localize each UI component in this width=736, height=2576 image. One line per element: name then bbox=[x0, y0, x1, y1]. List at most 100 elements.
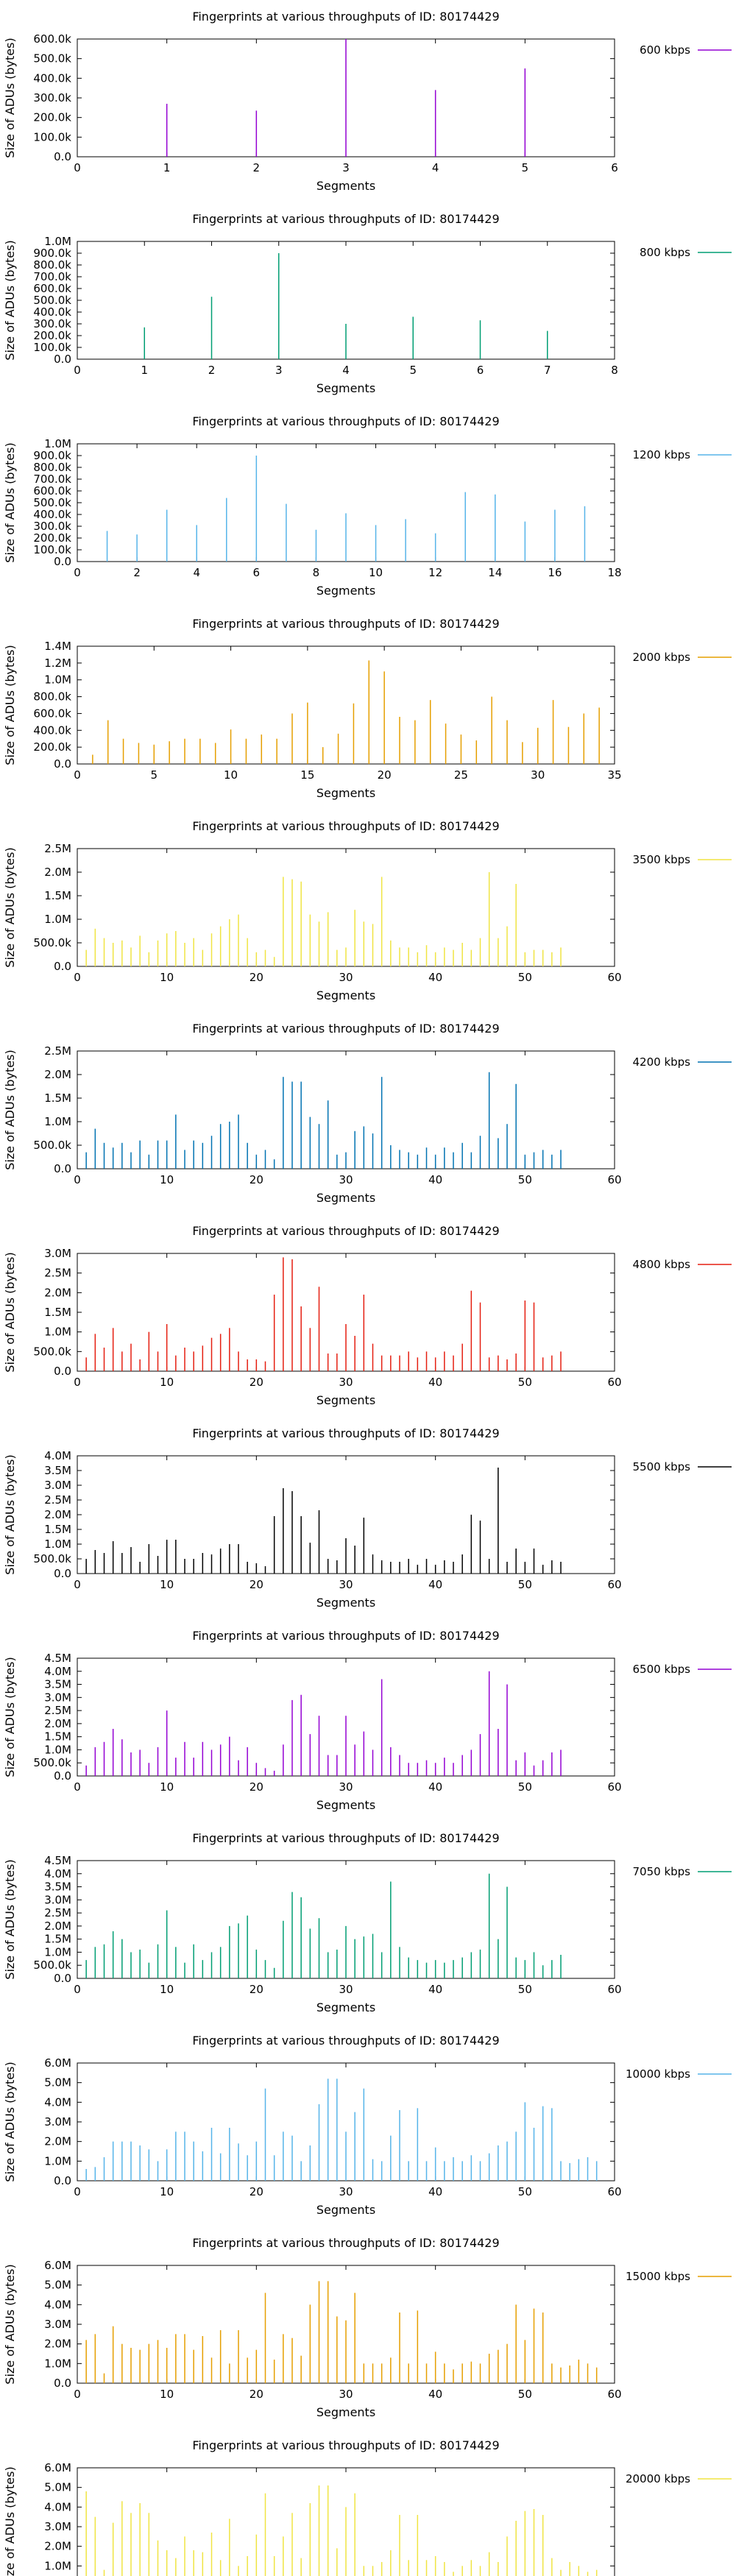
y-tick-label: 1.5M bbox=[44, 1091, 71, 1105]
legend-label: 5500 kbps bbox=[633, 1460, 691, 1473]
legend-label: 3500 kbps bbox=[633, 853, 691, 866]
chart-title: Fingerprints at various throughputs of I… bbox=[192, 819, 499, 833]
x-tick-label: 60 bbox=[607, 1173, 621, 1186]
y-tick-label: 300.0k bbox=[33, 520, 71, 533]
y-tick-label: 1.0M bbox=[44, 913, 71, 926]
x-tick-label: 0 bbox=[74, 768, 81, 782]
chart-title: Fingerprints at various throughputs of I… bbox=[192, 212, 499, 226]
x-tick-label: 40 bbox=[428, 1173, 442, 1186]
y-tick-label: 500.0k bbox=[33, 52, 71, 66]
x-tick-label: 0 bbox=[74, 1780, 81, 1794]
x-tick-label: 0 bbox=[74, 161, 81, 174]
x-tick-label: 5 bbox=[522, 161, 529, 174]
y-tick-label: 5.0M bbox=[44, 2076, 71, 2090]
y-tick-label: 1.5M bbox=[44, 1730, 71, 1744]
x-tick-label: 4 bbox=[432, 161, 439, 174]
x-tick-label: 10 bbox=[160, 971, 174, 984]
x-tick-label: 4 bbox=[193, 566, 200, 579]
y-tick-label: 0.0 bbox=[54, 150, 71, 163]
x-tick-label: 20 bbox=[250, 1376, 263, 1389]
x-tick-label: 10 bbox=[160, 1173, 174, 1186]
chart-panel: Fingerprints at various throughputs of I… bbox=[3, 1831, 732, 2014]
y-tick-label: 4.0M bbox=[44, 2298, 71, 2311]
x-tick-label: 30 bbox=[531, 768, 545, 782]
x-tick-label: 0 bbox=[74, 2388, 81, 2401]
x-tick-label: 0 bbox=[74, 1376, 81, 1389]
y-tick-label: 300.0k bbox=[33, 91, 71, 105]
y-axis-label: Size of ADUs (bytes) bbox=[3, 1252, 17, 1372]
x-tick-label: 12 bbox=[428, 566, 442, 579]
y-tick-label: 0.0 bbox=[54, 2377, 71, 2390]
y-tick-label: 900.0k bbox=[33, 449, 71, 462]
y-tick-label: 3.0M bbox=[44, 2520, 71, 2533]
y-tick-label: 0.0 bbox=[54, 757, 71, 771]
y-tick-label: 3.0M bbox=[44, 1247, 71, 1260]
y-tick-label: 1.0M bbox=[44, 1538, 71, 1551]
y-tick-label: 0.0 bbox=[54, 1972, 71, 1985]
y-axis-label: Size of ADUs (bytes) bbox=[3, 1657, 17, 1777]
chart-title: Fingerprints at various throughputs of I… bbox=[192, 10, 499, 24]
y-tick-label: 1.4M bbox=[44, 640, 71, 653]
legend-label: 7050 kbps bbox=[633, 1865, 691, 1878]
y-tick-label: 3.0M bbox=[44, 2115, 71, 2129]
y-tick-label: 1.2M bbox=[44, 657, 71, 670]
x-tick-label: 30 bbox=[339, 1983, 353, 1996]
x-tick-label: 40 bbox=[428, 1578, 442, 1591]
y-tick-label: 6.0M bbox=[44, 2056, 71, 2070]
y-axis-label: Size of ADUs (bytes) bbox=[3, 38, 17, 158]
x-tick-label: 3 bbox=[342, 161, 350, 174]
legend-label: 10000 kbps bbox=[626, 2067, 690, 2081]
x-tick-label: 60 bbox=[607, 1983, 621, 1996]
y-axis-label: Size of ADUs (bytes) bbox=[3, 1050, 17, 1170]
y-tick-label: 0.0 bbox=[54, 1162, 71, 1175]
y-tick-label: 3.0M bbox=[44, 1479, 71, 1492]
y-tick-label: 1.0M bbox=[44, 235, 71, 248]
x-tick-label: 20 bbox=[250, 1780, 263, 1794]
x-tick-label: 30 bbox=[339, 1780, 353, 1794]
y-tick-label: 500.0k bbox=[33, 1139, 71, 1152]
y-tick-label: 3.5M bbox=[44, 1678, 71, 1691]
y-tick-label: 2.0M bbox=[44, 1717, 71, 1730]
x-tick-label: 10 bbox=[369, 566, 383, 579]
y-tick-label: 1.5M bbox=[44, 1306, 71, 1319]
chart-title: Fingerprints at various throughputs of I… bbox=[192, 2438, 499, 2452]
legend-label: 4800 kbps bbox=[633, 1258, 691, 1271]
y-axis-label: Size of ADUs (bytes) bbox=[3, 2264, 17, 2384]
chart-panel: Fingerprints at various throughputs of I… bbox=[3, 1224, 732, 1407]
y-axis-label: Size of ADUs (bytes) bbox=[3, 240, 17, 360]
x-tick-label: 20 bbox=[250, 1578, 263, 1591]
y-tick-label: 0.0 bbox=[54, 1365, 71, 1378]
x-tick-label: 10 bbox=[160, 1578, 174, 1591]
y-tick-label: 700.0k bbox=[33, 473, 71, 486]
x-tick-label: 7 bbox=[544, 364, 551, 377]
x-tick-label: 30 bbox=[339, 971, 353, 984]
x-tick-label: 60 bbox=[607, 1780, 621, 1794]
y-tick-label: 3.5M bbox=[44, 1464, 71, 1477]
legend-label: 20000 kbps bbox=[626, 2472, 690, 2485]
y-tick-label: 1.0M bbox=[44, 1743, 71, 1756]
legend-label: 4200 kbps bbox=[633, 1055, 691, 1069]
y-tick-label: 5.0M bbox=[44, 2481, 71, 2494]
x-axis-label: Segments bbox=[316, 381, 375, 395]
y-tick-label: 2.0M bbox=[44, 2338, 71, 2351]
chart-panel: Fingerprints at various throughputs of I… bbox=[3, 212, 732, 395]
y-axis-label: Size of ADUs (bytes) bbox=[3, 847, 17, 967]
y-tick-label: 6.0M bbox=[44, 2461, 71, 2474]
chart-panel: Fingerprints at various throughputs of I… bbox=[3, 2034, 732, 2217]
y-tick-label: 600.0k bbox=[33, 484, 71, 498]
y-tick-label: 600.0k bbox=[33, 282, 71, 295]
y-tick-label: 2.5M bbox=[44, 1044, 71, 1058]
x-tick-label: 6 bbox=[611, 161, 618, 174]
y-tick-label: 900.0k bbox=[33, 247, 71, 260]
y-tick-label: 100.0k bbox=[33, 543, 71, 556]
y-tick-label: 1.5M bbox=[44, 1933, 71, 1946]
x-tick-label: 50 bbox=[518, 1376, 532, 1389]
chart-title: Fingerprints at various throughputs of I… bbox=[192, 1224, 499, 1238]
y-tick-label: 1.0M bbox=[44, 2154, 71, 2168]
x-axis-label: Segments bbox=[316, 584, 375, 598]
chart-panel: Fingerprints at various throughputs of I… bbox=[3, 1426, 732, 1610]
y-tick-label: 4.5M bbox=[44, 1854, 71, 1867]
x-tick-label: 40 bbox=[428, 971, 442, 984]
x-tick-label: 20 bbox=[250, 1983, 263, 1996]
x-tick-label: 10 bbox=[224, 768, 238, 782]
